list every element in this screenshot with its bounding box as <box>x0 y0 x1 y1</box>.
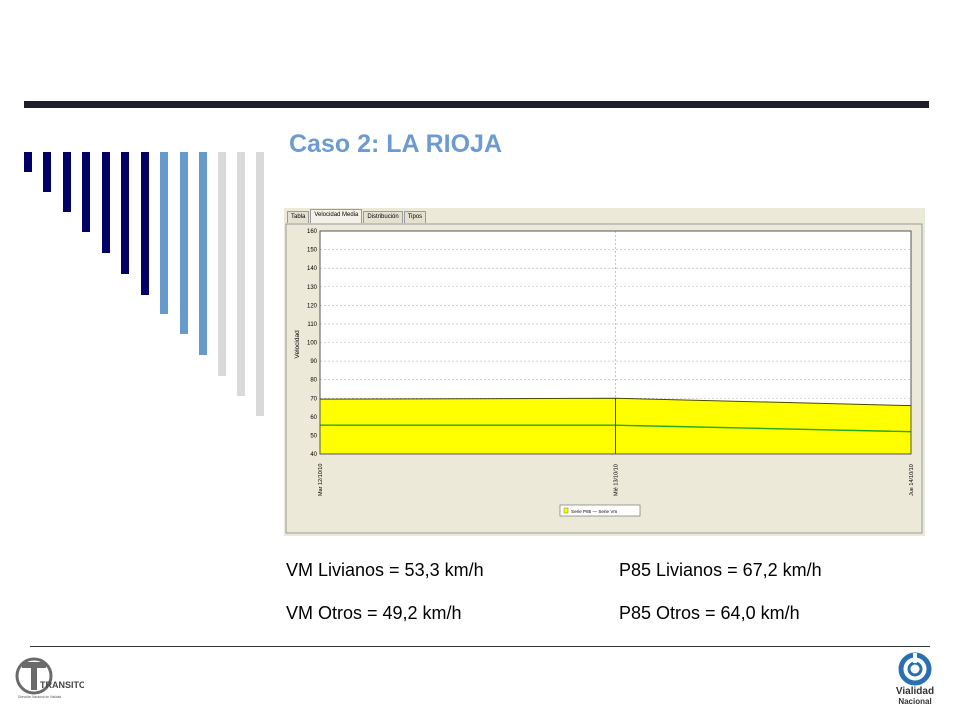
legend-text: Serie P85 — Serie Vm <box>571 509 617 514</box>
deco-bar <box>82 152 90 232</box>
deco-bar <box>180 152 188 334</box>
speed-chart: 40 50 60 70 80 90 100 110 120 130 140 150 160 Mar 12/… <box>285 223 923 534</box>
y-tick-label: 40 <box>310 452 317 458</box>
vialidad-logo-subtext: Nacional <box>898 697 931 706</box>
x-tick-label: Mié 13/10/10 <box>614 464 620 496</box>
y-tick-label: 80 <box>310 378 317 384</box>
y-axis-label: Velocidad <box>294 330 301 359</box>
stat-p85-livianos: P85 Livianos = 67,2 km/h <box>619 560 822 580</box>
legend-swatch-p85 <box>563 507 569 514</box>
deco-bar <box>237 152 245 396</box>
transito-logo-icon: TRANSITO Dirección Nacional de Vialidad <box>15 657 86 699</box>
deco-bar <box>256 152 264 416</box>
transito-logo-text: TRANSITO <box>40 680 84 690</box>
deco-bar <box>121 152 129 274</box>
deco-bar <box>63 152 71 212</box>
deco-bar <box>199 152 207 355</box>
plot-border <box>319 230 912 455</box>
stat-vm-otros: VM Otros = 49,2 km/h <box>286 603 462 623</box>
y-tick-label: 120 <box>307 303 318 309</box>
y-tick-label: 90 <box>310 359 317 365</box>
deco-bar <box>141 152 149 295</box>
deco-bar <box>218 152 226 376</box>
tab-tipos[interactable]: Tipos <box>403 211 427 223</box>
deco-bar <box>43 152 51 192</box>
legend-box <box>559 504 641 517</box>
vialidad-logo: Vialidad Nacional <box>880 650 950 710</box>
x-tick-label: Jue 14/10/10 <box>909 464 915 496</box>
y-tick-label: 150 <box>307 248 318 254</box>
deco-bar <box>102 152 110 253</box>
bottom-divider <box>30 646 930 647</box>
vialidad-logo-icon: Vialidad Nacional <box>896 652 934 706</box>
slide-title: Caso 2: LA RIOJA <box>289 130 503 158</box>
tab-distribucion[interactable]: Distribución <box>363 211 403 223</box>
y-tick-label: 140 <box>307 266 318 272</box>
chart-tabs: Tabla Velocidad Media Distribución Tipos <box>287 209 427 225</box>
vialidad-logo-text: Vialidad <box>896 686 934 697</box>
stat-vm-livianos: VM Livianos = 53,3 km/h <box>286 560 484 580</box>
chart-window: 40 50 60 70 80 90 100 110 120 130 140 150 160 Mar 12/… <box>284 208 925 536</box>
y-tick-label: 130 <box>307 285 318 291</box>
y-tick-label: 100 <box>307 341 318 347</box>
tab-tabla[interactable]: Tabla <box>287 211 310 223</box>
y-tick-label: 70 <box>310 396 317 402</box>
y-tick-label: 110 <box>307 322 317 328</box>
y-tick-label: 160 <box>307 229 318 235</box>
deco-bar <box>24 152 32 172</box>
deco-bar <box>160 152 168 314</box>
y-tick-label: 60 <box>310 415 317 421</box>
transito-logo-subtext: Dirección Nacional de Vialidad <box>18 695 61 699</box>
top-divider <box>24 101 929 108</box>
tab-velocidad-media[interactable]: Velocidad Media <box>310 209 363 223</box>
x-tick-label: Mar 12/10/10 <box>318 464 324 496</box>
stat-p85-otros: P85 Otros = 64,0 km/h <box>619 603 800 623</box>
y-tick-label: 50 <box>310 433 317 439</box>
transito-logo: TRANSITO Dirección Nacional de Vialidad <box>14 654 86 704</box>
